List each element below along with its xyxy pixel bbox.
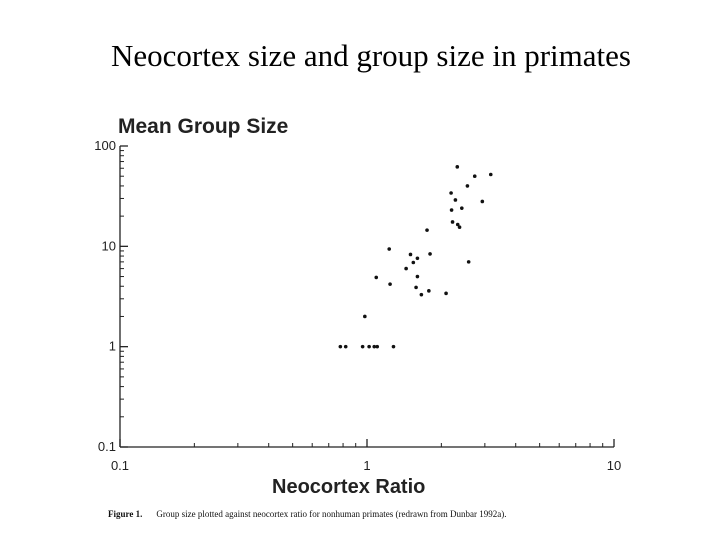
figure-caption-text: Group size plotted against neocortex rat… [156,509,507,519]
data-point [338,344,343,349]
data-point [488,172,493,177]
data-point [453,198,458,202]
data-point [455,165,460,169]
data-point [343,344,348,349]
data-point [414,285,418,290]
x-axis-ticks: 0.1 1 10 [111,439,621,473]
figure-caption-label: Figure 1. [108,509,143,519]
y-tick-label: 1 [109,339,116,354]
data-point [415,274,420,279]
data-point [387,247,392,251]
data-point [466,260,471,264]
data-point [449,208,454,212]
data-point [411,260,416,265]
data-point [367,344,371,349]
y-axis-title: Mean Group Size [118,115,289,138]
data-point [388,282,392,286]
data-point [404,266,408,271]
figure-caption: Figure 1. Group size plotted against neoc… [108,509,506,519]
data-point [450,220,455,224]
data-point [428,252,432,256]
data-point [480,199,485,204]
data-point [455,222,460,227]
data-point [460,206,464,210]
y-tick-label: 10 [102,238,116,253]
data-point [408,252,413,257]
x-tick-label: 10 [607,458,621,473]
data-point [374,275,379,280]
slide-title: Neocortex size and group size in primate… [111,38,631,73]
data-point [415,256,420,261]
x-axis-title: Neocortex Ratio [272,476,426,498]
y-axis-ticks: 0.1 1 10 100 [94,138,128,454]
data-point [449,191,453,195]
data-point [375,344,380,349]
data-point [465,184,470,188]
data-point [419,292,424,297]
data-point [372,344,377,349]
data-point [457,225,462,230]
data-point [391,344,396,349]
data-point [427,289,431,293]
x-tick-label: 1 [363,458,370,473]
y-tick-label: 100 [94,138,116,153]
data-point [363,314,367,319]
data-point [444,291,448,296]
plot-frame [119,146,614,448]
data-point [425,228,429,232]
data-point [360,344,365,349]
data-point [472,174,477,179]
x-tick-label: 0.1 [111,458,129,473]
y-tick-label: 0.1 [98,439,116,454]
data-points [338,165,493,349]
